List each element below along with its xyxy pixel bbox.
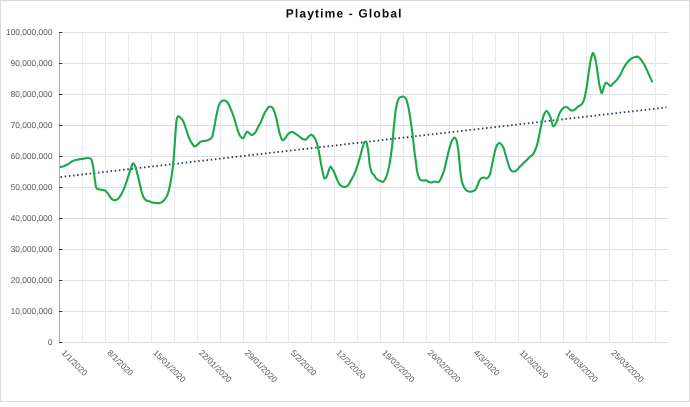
svg-text:20,000,000: 20,000,000 bbox=[11, 275, 53, 285]
svg-text:70,000,000: 70,000,000 bbox=[11, 120, 53, 130]
svg-text:40,000,000: 40,000,000 bbox=[11, 213, 53, 223]
svg-text:50,000,000: 50,000,000 bbox=[11, 182, 53, 192]
svg-text:60,000,000: 60,000,000 bbox=[11, 151, 53, 161]
svg-text:0: 0 bbox=[48, 337, 53, 347]
svg-text:80,000,000: 80,000,000 bbox=[11, 89, 53, 99]
svg-text:90,000,000: 90,000,000 bbox=[11, 58, 53, 68]
svg-text:Playtime - Global: Playtime - Global bbox=[286, 7, 403, 21]
svg-text:10,000,000: 10,000,000 bbox=[11, 306, 53, 316]
svg-text:100,000,000: 100,000,000 bbox=[6, 27, 53, 37]
svg-text:30,000,000: 30,000,000 bbox=[11, 244, 53, 254]
